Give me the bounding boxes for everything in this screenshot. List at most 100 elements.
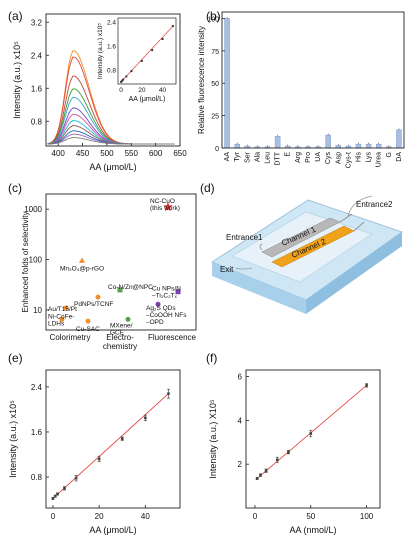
c-point-label: Ni-CoFe-LDHs xyxy=(48,313,74,327)
b-category-label: Ala xyxy=(254,152,261,162)
panel-e-x-tick-label: 0 xyxy=(51,512,56,521)
inset-y-tick-label: 0.8 xyxy=(107,68,116,75)
panel-e-data-point xyxy=(97,457,101,461)
b-category-label: Lys xyxy=(366,152,373,163)
panel-f-x-tick-label: 50 xyxy=(306,512,315,521)
panel-e-x-axis-label: AA (μmol/L) xyxy=(89,525,136,535)
inset-y-axis-label: Intensity (a.u.) x10⁵ xyxy=(97,23,104,79)
panel-e-data-point xyxy=(51,497,55,500)
entrance2-label: Entrance2 xyxy=(356,200,393,209)
panel-e-y-axis-label: Intensity (a.u.) x10⁵ xyxy=(8,400,18,478)
c-point-label: MXene/GCE xyxy=(110,322,133,336)
b-category-label: Asp xyxy=(335,152,342,164)
c-point-circle xyxy=(59,316,65,322)
panel-label-a: (a) xyxy=(8,9,23,23)
c-group-label-0: Colorimetry xyxy=(50,333,91,342)
panel-e-y-tick-label: 2.4 xyxy=(31,383,43,392)
a-x-tick-label: 450 xyxy=(76,149,90,158)
inset-point xyxy=(151,49,154,52)
entrance1-label: Entrance1 xyxy=(226,233,263,242)
panel-e-data-point xyxy=(56,492,59,496)
panel-f-data-point xyxy=(264,469,268,473)
a-y-axis-label: Intensity (a.u.) x10⁵ xyxy=(12,41,22,119)
spectrum-line-11 xyxy=(47,137,175,145)
tube-exit xyxy=(235,267,253,270)
c-point-label: PdNPs/TCNF xyxy=(74,301,113,308)
a-y-tick-label: 0.8 xyxy=(31,117,43,126)
panel-f-data-point xyxy=(287,450,290,454)
c-point-circle xyxy=(95,294,101,300)
panel-e-y-tick-label: 1.6 xyxy=(31,428,43,437)
a-x-tick-label: 650 xyxy=(173,149,187,158)
c-group-label-2: Fluorescence xyxy=(148,333,197,342)
inset-y-tick-label: 2.4 xyxy=(107,20,116,27)
c-point-label: Co-N/Zn@NPC xyxy=(108,284,153,291)
bar-urea xyxy=(375,143,382,149)
inset-point xyxy=(140,59,143,62)
inset-point xyxy=(171,25,174,28)
b-category-label: E xyxy=(285,152,292,157)
inset-frame xyxy=(117,17,177,85)
inset-point xyxy=(161,38,164,40)
panel-label-c: (c) xyxy=(8,181,22,195)
panel-f-x-tick-label: 100 xyxy=(360,512,374,521)
c-y-tick-label: 1000 xyxy=(24,205,42,214)
inset-point xyxy=(122,78,125,81)
inset-x-tick-label: 20 xyxy=(138,87,146,94)
b-category-label: Cys-t xyxy=(345,152,352,168)
panel-e-data-point xyxy=(63,486,66,490)
panel-label-e: (e) xyxy=(8,351,23,365)
inset-x-axis-label: AA (μmol/L) xyxy=(129,96,166,103)
panel-e-y-tick-label: 0.8 xyxy=(31,473,43,482)
panel-f-x-axis-label: AA (nmol/L) xyxy=(289,525,336,535)
c-point-circle xyxy=(85,318,91,324)
exit-label: Exit xyxy=(220,265,234,274)
panel-e-x-tick-label: 20 xyxy=(95,512,104,521)
a-y-tick-label: 3.2 xyxy=(31,18,43,27)
c-point-label: Cu NPs/N –Ti₃C₂Tₓ xyxy=(152,286,181,300)
chip-base-front xyxy=(212,262,306,314)
inset-x-tick-label: 0 xyxy=(119,87,123,94)
bar-da xyxy=(396,129,402,149)
c-point-label: Mn₃O₄@p-rGO xyxy=(60,266,104,273)
panel-f-data-point xyxy=(309,432,313,435)
inset-fit-line xyxy=(120,25,174,83)
inset-point xyxy=(121,79,124,82)
panel-b-selectivity-bar-chart: AA Tyr Ser Ala Leu DTT E Arg Pro UA Cys Asp Cys-t His… xyxy=(197,11,405,168)
c-point-star xyxy=(163,202,173,212)
panel-label-d: (d) xyxy=(200,181,215,195)
inset-x-tick-label: 40 xyxy=(159,87,167,94)
b-category-label: Tyr xyxy=(234,151,241,161)
panel-f-y-axis-label: Intensity (a.u.) X10⁵ xyxy=(208,399,218,479)
c-point-square xyxy=(117,287,123,293)
b-category-label: DA xyxy=(396,152,403,162)
b-category-label: Urea xyxy=(376,152,383,167)
panel-f-y-tick-label: 6 xyxy=(238,373,243,382)
b-category-label: His xyxy=(356,152,363,163)
a-x-tick-label: 550 xyxy=(125,149,139,158)
bar-dtt xyxy=(274,136,281,149)
c-point-triangle xyxy=(79,257,85,263)
c-y-tick-label: 10 xyxy=(33,306,42,315)
panel-f-fit-line xyxy=(256,384,367,479)
b-y-tick-label: 25 xyxy=(211,114,219,121)
a-x-tick-label: 500 xyxy=(100,149,114,158)
b-category-label: G xyxy=(386,152,393,157)
inset-point xyxy=(120,80,123,83)
b-y-tick-label: 100 xyxy=(207,16,219,23)
b-y-axis-label: Relative fluorescence intensity xyxy=(197,26,206,134)
inlet-line-2 xyxy=(353,221,365,232)
b-category-label: Ser xyxy=(244,151,251,163)
panel-f-frame xyxy=(245,369,381,509)
c-point-label: Au/T15/Pt xyxy=(48,306,77,313)
b-category-label: Cys xyxy=(325,152,332,165)
panel-c-frame xyxy=(45,193,197,331)
inset-y-tick-label: 1.6 xyxy=(107,44,116,51)
panel-f-x-tick-label: 0 xyxy=(253,512,258,521)
inlet-line-1 xyxy=(339,213,353,223)
panel-e-calibration-chart: 0 20 40 0.8 1.6 2.4 AA (μmol/L) Intensity (a.u.… xyxy=(8,369,181,535)
a-x-tick-label: 400 xyxy=(52,149,66,158)
panel-e-data-point xyxy=(74,476,78,480)
